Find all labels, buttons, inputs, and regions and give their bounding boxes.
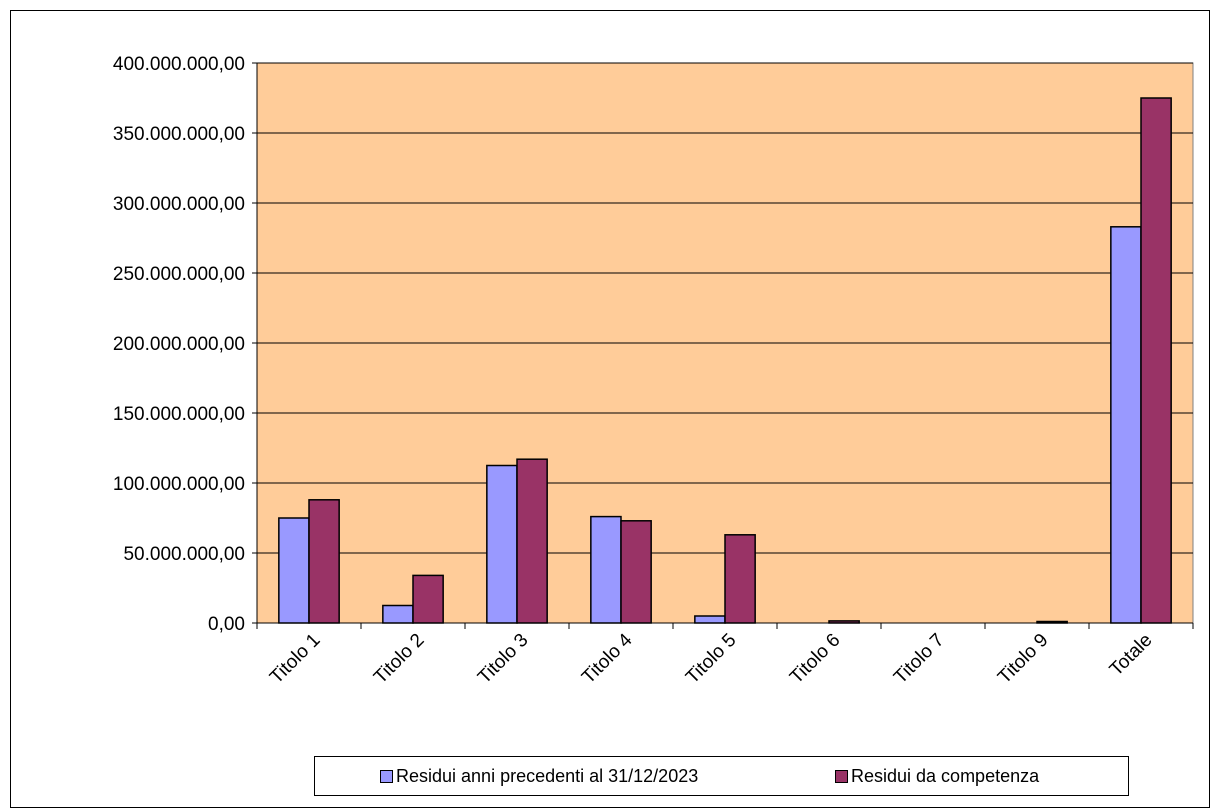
bar — [1140, 97, 1172, 624]
x-tick-label: Titolo 1 — [266, 630, 324, 688]
legend-swatch-series-2 — [835, 769, 848, 783]
y-tick-label: 150.000.000,00 — [113, 404, 245, 425]
y-tick-label: 250.000.000,00 — [113, 264, 245, 285]
chart-frame: 0,00 50.000.000,00 100.000.000,00 150.000.0… — [10, 10, 1210, 808]
bar — [486, 464, 518, 624]
bars — [278, 97, 1172, 624]
bar — [382, 604, 414, 624]
bar — [694, 615, 726, 624]
x-tick-label: Titolo 4 — [578, 629, 637, 688]
legend-label-series-1: Residui anni precedenti al 31/12/2023 — [396, 765, 699, 786]
bar — [1110, 226, 1142, 624]
bar — [278, 517, 310, 624]
y-tick-label: 350.000.000,00 — [113, 124, 245, 145]
bar — [308, 499, 340, 624]
x-tick-label: Titolo 6 — [786, 630, 844, 688]
bar — [516, 458, 548, 624]
legend-label-series-2: Residui da competenza — [851, 765, 1040, 786]
bar — [412, 574, 444, 624]
legend-item-series-1: Residui anni precedenti al 31/12/2023 — [380, 766, 698, 787]
x-tick-label: Titolo 7 — [890, 630, 948, 688]
y-tick-label: 0,00 — [208, 614, 245, 635]
legend-item-series-2: Residui da competenza — [835, 766, 1039, 787]
x-tick-label: Titolo 2 — [370, 630, 428, 688]
x-tick-label: Titolo 9 — [994, 630, 1052, 688]
bar — [620, 520, 652, 624]
gridlines — [257, 62, 1193, 554]
y-tick-label: 300.000.000,00 — [113, 194, 245, 215]
y-tick-label: 100.000.000,00 — [113, 474, 245, 495]
x-tick-label: Titolo 3 — [474, 630, 532, 688]
axes — [252, 62, 1194, 629]
y-tick-label: 200.000.000,00 — [113, 334, 245, 355]
legend-swatch-series-1 — [380, 769, 393, 783]
bar — [590, 515, 622, 624]
bar-chart: 0,00 50.000.000,00 100.000.000,00 150.000.0… — [113, 54, 1194, 688]
legend: Residui anni precedenti al 31/12/2023 Re… — [314, 756, 1129, 796]
y-tick-label: 400.000.000,00 — [113, 54, 245, 75]
x-tick-label: Titolo 5 — [682, 630, 740, 688]
y-tick-label: 50.000.000,00 — [123, 544, 245, 565]
x-tick-label: Totale — [1106, 630, 1157, 681]
bar — [724, 534, 756, 624]
